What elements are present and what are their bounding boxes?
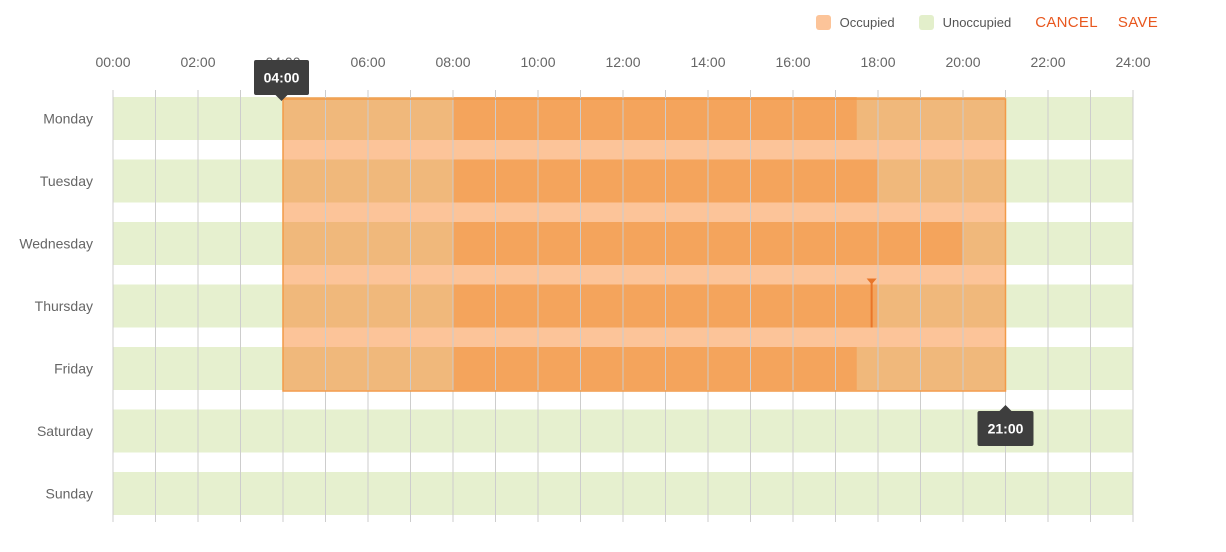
toolbar: Occupied Unoccupied CANCEL SAVE	[815, 14, 1158, 31]
legend-unoccupied: Unoccupied	[918, 15, 1012, 30]
start-time-tooltip-pointer	[275, 95, 288, 101]
time-tick-label: 10:00	[520, 54, 555, 70]
occupied-block[interactable]	[453, 347, 857, 390]
time-tick-label: 06:00	[350, 54, 385, 70]
occupied-block[interactable]	[453, 97, 857, 140]
day-label: Thursday	[35, 298, 93, 314]
day-label: Wednesday	[19, 236, 93, 252]
occupied-swatch	[815, 15, 831, 30]
time-tick-label: 12:00	[605, 54, 640, 70]
time-tick-label: 24:00	[1115, 54, 1150, 70]
day-label: Saturday	[37, 423, 93, 439]
day-label: Sunday	[46, 486, 93, 502]
time-tick-label: 00:00	[95, 54, 130, 70]
start-time-tooltip-box	[254, 60, 309, 95]
legend-unoccupied-label: Unoccupied	[942, 15, 1012, 30]
cancel-button[interactable]: CANCEL	[1035, 14, 1098, 31]
selection-border	[282, 98, 1007, 392]
time-cursor-handle[interactable]	[866, 278, 877, 285]
day-label: Monday	[43, 111, 93, 127]
day-label: Friday	[54, 361, 93, 377]
time-tick-label: 14:00	[690, 54, 725, 70]
time-tick-label: 16:00	[775, 54, 810, 70]
end-time-tooltip-box	[977, 411, 1034, 446]
legend-occupied: Occupied	[815, 15, 895, 30]
time-tick-label: 22:00	[1030, 54, 1065, 70]
day-label: Tuesday	[40, 173, 93, 189]
end-time-tooltip-pointer	[999, 405, 1012, 411]
time-tick-label: 20:00	[945, 54, 980, 70]
end-time-tooltip-text: 21:00	[988, 421, 1024, 437]
time-tick-label: 02:00	[180, 54, 215, 70]
time-tick-label: 08:00	[435, 54, 470, 70]
legend-occupied-label: Occupied	[839, 15, 895, 30]
unoccupied-swatch	[918, 15, 934, 30]
save-button[interactable]: SAVE	[1117, 14, 1158, 31]
time-tick-label: 18:00	[860, 54, 895, 70]
start-time-tooltip-text: 04:00	[264, 70, 300, 86]
